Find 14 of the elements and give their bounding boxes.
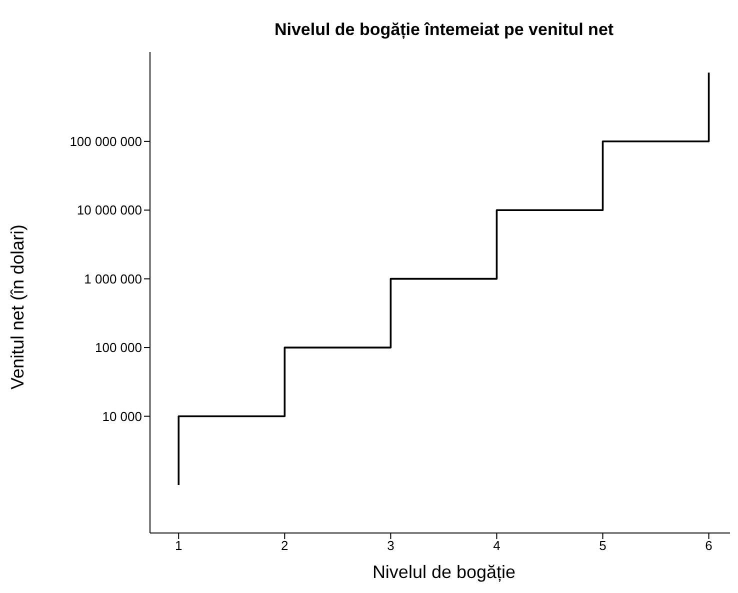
- y-tick-label: 10 000: [102, 408, 142, 424]
- y-tick-label: 100 000: [95, 340, 142, 356]
- y-axis-title: Venitul net (în dolari): [8, 224, 28, 390]
- y-tick-label: 1 000 000: [84, 271, 142, 286]
- x-tick-label: 4: [493, 538, 500, 554]
- x-tick-label: 1: [175, 538, 182, 554]
- chart-title: Nivelul de bogăție întemeiat pe venitul net: [273, 20, 615, 40]
- x-tick-label: 3: [387, 538, 394, 554]
- y-tick-label: 10 000 000: [76, 202, 142, 218]
- x-tick-label: 5: [599, 538, 606, 554]
- x-tick-label: 6: [705, 538, 712, 554]
- x-tick-label: 2: [281, 538, 288, 554]
- y-tick-label: 100 000 000: [70, 134, 142, 150]
- x-axis-title: Nivelul de bogăție: [371, 562, 517, 583]
